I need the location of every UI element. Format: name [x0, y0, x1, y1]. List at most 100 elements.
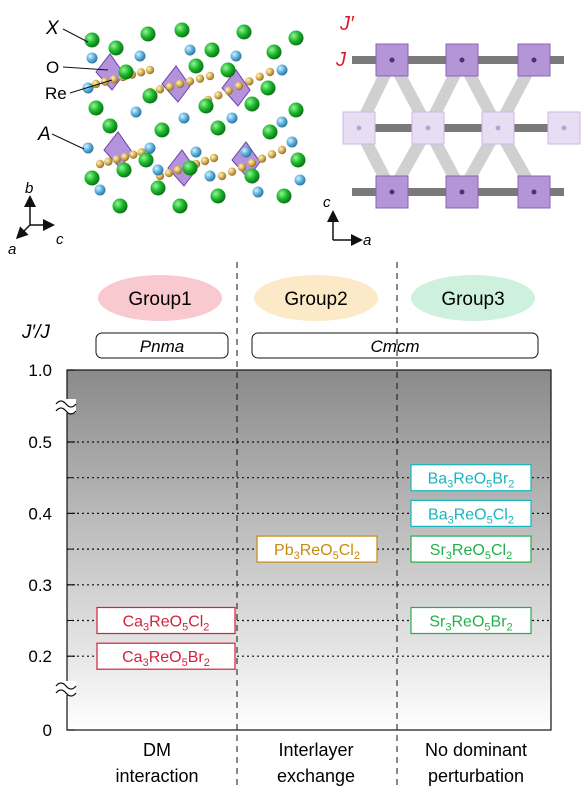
pnma-label: Pnma	[140, 337, 184, 356]
oxygen-atom	[120, 152, 130, 162]
group1-label: Group1	[128, 289, 191, 310]
a-site-atom	[184, 44, 196, 56]
halide-atom	[290, 152, 306, 168]
a-site-atom	[130, 106, 142, 118]
structure-axes-triad: b c a	[8, 180, 64, 258]
label-J: J	[335, 49, 347, 71]
ytick-label: 0.2	[28, 647, 52, 666]
pnma-box	[95, 332, 229, 359]
halide-atom	[262, 124, 278, 140]
oxygen-atom	[205, 71, 215, 81]
lattice-axis-a-label: a	[363, 232, 371, 249]
ytick-label: 0.5	[28, 433, 52, 452]
ytick-label: 1.0	[28, 361, 52, 380]
a-site-atom	[190, 146, 202, 158]
re-center	[425, 125, 431, 131]
compound-formula: Ca3​ReO5​Cl2​	[123, 614, 210, 634]
halide-atom	[198, 98, 214, 114]
re-site	[517, 175, 551, 209]
group2-ellipse	[254, 275, 378, 321]
leader-O	[62, 66, 109, 71]
halide-atom	[174, 22, 190, 38]
compound-box-border	[410, 535, 532, 563]
oxygen-atom	[227, 167, 237, 176]
oxygen-atom	[245, 77, 254, 86]
leader-X	[62, 28, 89, 43]
axis-b-label: b	[25, 180, 33, 197]
label-A: A	[37, 124, 51, 145]
halide-atom	[116, 162, 132, 178]
compound-box-border	[410, 464, 532, 492]
lattice-axes-triad: c a	[323, 194, 371, 249]
oxygen-atom	[155, 85, 165, 94]
oxygen-atom	[200, 156, 210, 166]
lattice-axis-c-label: c	[323, 194, 331, 211]
oxygen-atom	[165, 82, 175, 91]
compound-box-border	[410, 606, 532, 635]
mech1-line1: DM	[143, 740, 171, 760]
halide-atom	[138, 152, 154, 168]
a-site-atom	[204, 170, 216, 182]
oxygen-atom	[277, 145, 287, 155]
group3-ellipse	[411, 275, 535, 321]
oxygen-atom	[257, 154, 267, 163]
axis-break-mark	[55, 407, 77, 415]
oxygen-atom	[214, 91, 223, 100]
oxygen-atom	[164, 168, 174, 178]
oxygen-atom	[237, 163, 247, 172]
lattice-panel	[342, 43, 581, 209]
oxygen-atom	[224, 86, 233, 95]
j-chain-bond	[352, 124, 564, 132]
ytick-label: 0.3	[28, 576, 52, 595]
re-center	[495, 125, 501, 131]
halide-atom	[244, 168, 260, 184]
axis-break-mark	[55, 682, 77, 690]
label-Re: Re	[45, 84, 67, 103]
compound-box: Ca3​ReO5​Cl2​	[96, 606, 236, 635]
halide-atom	[220, 62, 236, 78]
a-site-atom	[86, 52, 98, 64]
compound-formula: Sr3​ReO5​Cl2​	[430, 542, 512, 562]
halide-atom	[84, 32, 100, 48]
oxygen-atom	[255, 72, 264, 81]
yaxis: 1.0 0.5 0.4 0.3 0.2 0	[28, 361, 77, 740]
re-center	[531, 189, 537, 195]
compound-box: Ca3​ReO5​Br2​	[96, 642, 236, 670]
halide-atom	[276, 188, 292, 204]
mech3-line2: perturbation	[428, 766, 524, 786]
compound-formula: Ba3​ReO5​Br2​	[428, 471, 515, 491]
compound-formula: Ca3​ReO5​Br2​	[122, 649, 210, 669]
halide-atom	[204, 42, 220, 58]
halide-atom	[188, 58, 204, 74]
oxygen-atom	[145, 65, 155, 75]
halide-atom	[182, 160, 198, 176]
halide-atom	[266, 44, 282, 60]
space-group-boxes: Pnma Cmcm	[95, 332, 539, 359]
ytick-label: 0	[43, 721, 52, 740]
axis-a-label: a	[8, 241, 16, 258]
oxygen-atom	[185, 77, 195, 86]
a-site-atom	[82, 82, 94, 94]
halide-atom	[112, 198, 128, 214]
oxygen-atom	[112, 155, 121, 164]
a-site-atom	[226, 112, 238, 124]
leader-Re	[69, 79, 113, 94]
re-center	[389, 57, 395, 63]
a-site-atom	[178, 112, 190, 124]
group-headers: Group1 Group2 Group3	[98, 275, 535, 321]
halide-atom	[140, 26, 156, 42]
mech1-line2: interaction	[115, 766, 198, 786]
compound-box: Ba3​ReO5​Br2​	[410, 464, 532, 492]
halide-atom	[142, 88, 158, 104]
group1-ellipse	[98, 275, 222, 321]
compound-box-border	[96, 642, 236, 670]
a-site-atom	[252, 186, 264, 198]
yaxis-title: J′/J	[21, 322, 50, 343]
compound-labels: Ca3​ReO5​Cl2​ Ca3​ReO5​Br2​ Pb3​ReO5​Cl2​ B…	[96, 464, 532, 670]
structure-atoms	[82, 22, 306, 214]
halide-atom	[118, 64, 134, 80]
compound-box-border	[256, 535, 378, 563]
oxygen-atom	[173, 165, 183, 175]
compound-box: Sr3​ReO5​Cl2​	[410, 535, 532, 563]
